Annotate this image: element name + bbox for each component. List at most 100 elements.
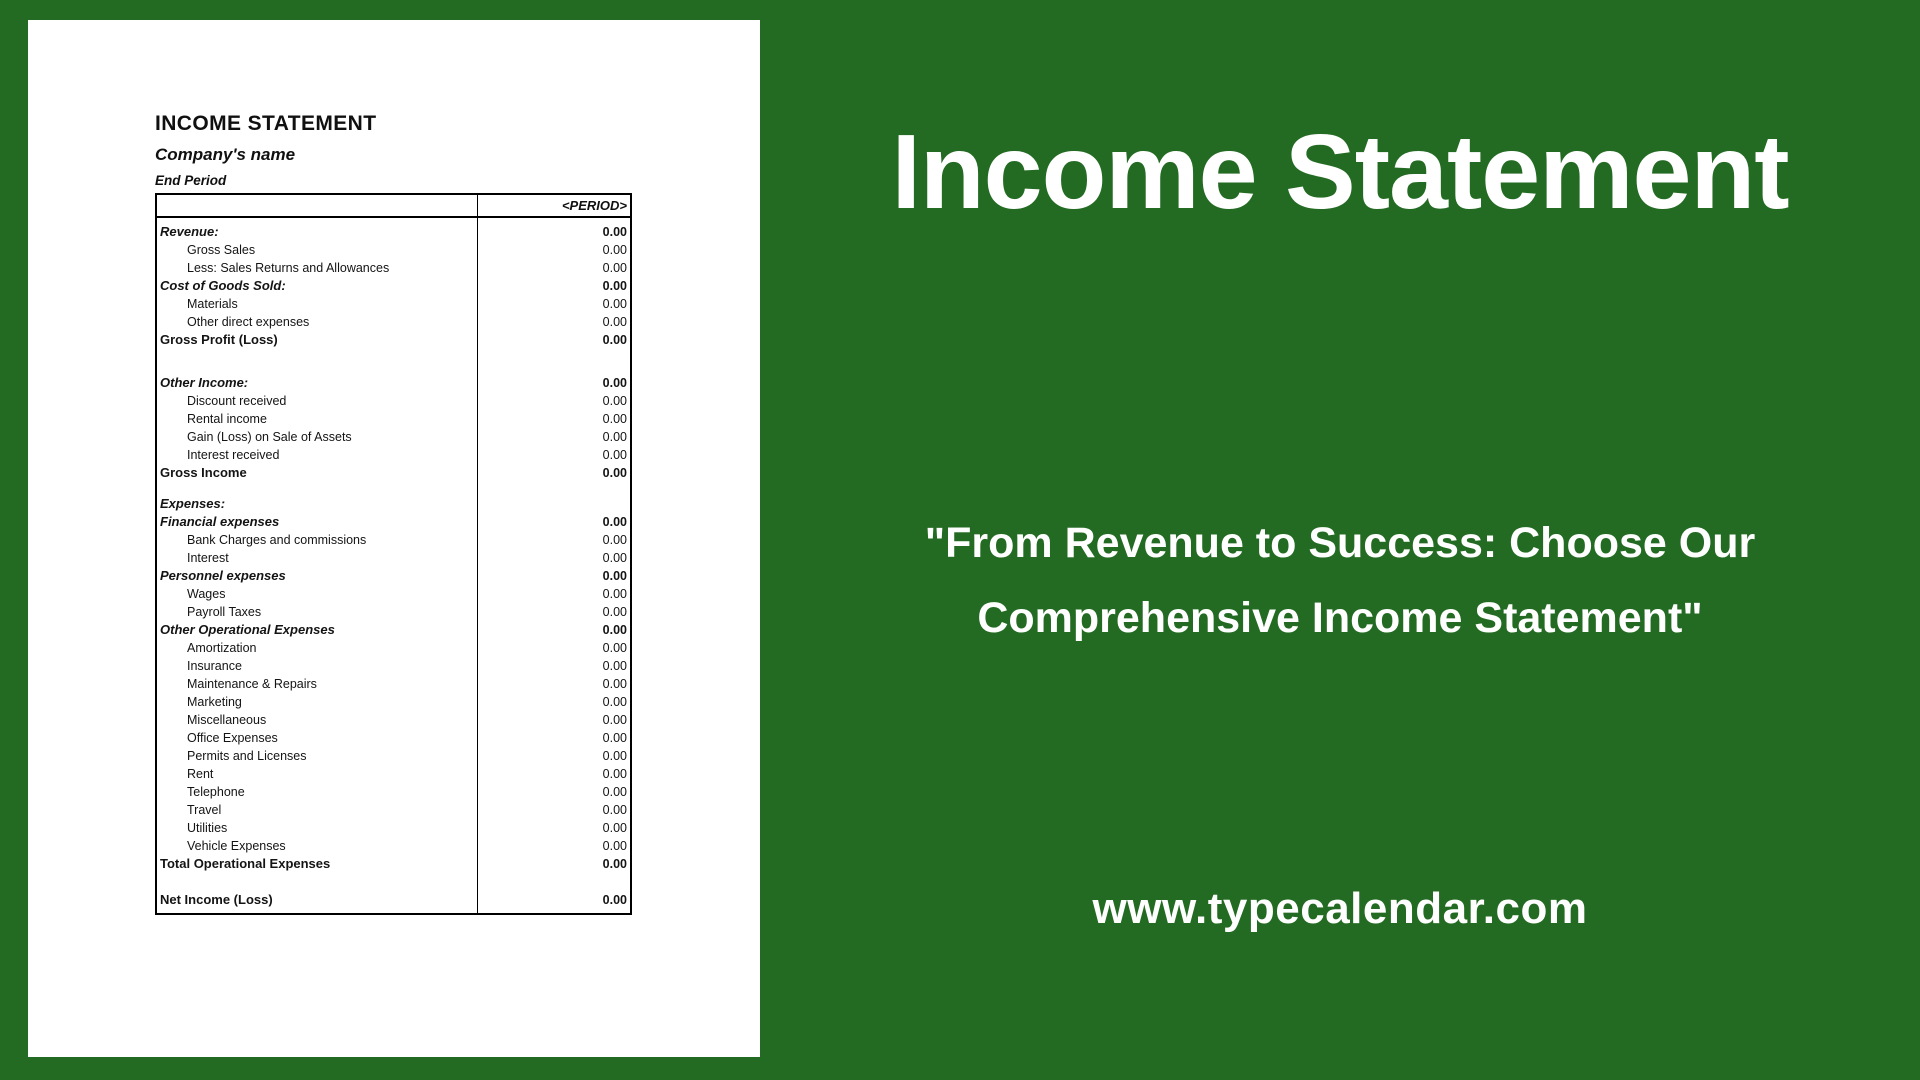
table-spacer-row — [157, 873, 630, 891]
row-label: Maintenance & Repairs — [187, 677, 317, 691]
row-label: Cost of Goods Sold: — [160, 278, 286, 293]
row-value: 0.00 — [602, 376, 627, 390]
table-row: Utilities 0.00 — [157, 819, 630, 837]
table-row: Gross Income 0.00 — [157, 464, 630, 482]
row-label: Insurance — [187, 659, 242, 673]
promo-panel: Income Statement "From Revenue to Succes… — [760, 0, 1920, 1080]
row-label: Interest received — [187, 448, 280, 462]
row-label: Revenue: — [160, 224, 219, 239]
row-value: 0.00 — [602, 315, 627, 329]
row-value: 0.00 — [602, 695, 627, 709]
table-row: Marketing 0.00 — [157, 693, 630, 711]
row-value: 0.00 — [602, 803, 627, 817]
table-row: Cost of Goods Sold: 0.00 — [157, 277, 630, 295]
row-value: 0.00 — [602, 893, 627, 907]
row-label: Wages — [187, 587, 226, 601]
table-row: Rent 0.00 — [157, 765, 630, 783]
table-spacer-row — [157, 349, 630, 374]
row-label: Other Income: — [160, 375, 249, 390]
row-value: 0.00 — [602, 297, 627, 311]
end-period-label: End Period — [155, 173, 227, 188]
table-row: Rental income 0.00 — [157, 410, 630, 428]
promo-quote: "From Revenue to Success: Choose Our Com… — [760, 506, 1920, 656]
row-label: Gross Profit (Loss) — [160, 332, 278, 347]
table-rows: Revenue: 0.00 Gross Sales 0.00 Less: Sales R… — [157, 218, 630, 913]
table-row: Revenue: 0.00 — [157, 223, 630, 241]
table-row: Bank Charges and commissions 0.00 — [157, 531, 630, 549]
row-label: Rental income — [187, 412, 267, 426]
row-value: 0.00 — [602, 677, 627, 691]
table-row: Discount received 0.00 — [157, 392, 630, 410]
table-row: Travel 0.00 — [157, 801, 630, 819]
table-row: Gross Sales 0.00 — [157, 241, 630, 259]
row-label: Bank Charges and commissions — [187, 533, 367, 547]
row-label: Travel — [187, 803, 222, 817]
row-value: 0.00 — [602, 569, 627, 583]
table-row: Expenses: — [157, 495, 630, 513]
table-row: Interest 0.00 — [157, 549, 630, 567]
table-row: Gain (Loss) on Sale of Assets 0.00 — [157, 428, 630, 446]
table-row: Other Operational Expenses 0.00 — [157, 621, 630, 639]
row-label: Less: Sales Returns and Allowances — [187, 261, 390, 275]
row-value: 0.00 — [602, 821, 627, 835]
row-label: Other Operational Expenses — [160, 622, 335, 637]
table-row: Other Income: 0.00 — [157, 374, 630, 392]
table-row: Gross Profit (Loss) 0.00 — [157, 331, 630, 349]
row-value: 0.00 — [602, 623, 627, 637]
company-name: Company's name — [155, 145, 296, 164]
row-label: Materials — [187, 297, 238, 311]
promo-quote-line2: Comprehensive Income Statement" — [977, 594, 1703, 642]
row-value: 0.00 — [602, 430, 627, 444]
row-value: 0.00 — [602, 659, 627, 673]
row-label: Amortization — [187, 641, 257, 655]
website-url: www.typecalendar.com — [1092, 884, 1588, 933]
row-label: Miscellaneous — [187, 713, 267, 727]
table-row: Interest received 0.00 — [157, 446, 630, 464]
promo-title: Income Statement — [891, 113, 1789, 231]
row-label: Permits and Licenses — [187, 749, 307, 763]
row-value: 0.00 — [602, 515, 627, 529]
table-row: Insurance 0.00 — [157, 657, 630, 675]
row-value: 0.00 — [602, 448, 627, 462]
row-label: Utilities — [187, 821, 228, 835]
row-value: 0.00 — [602, 767, 627, 781]
table-row: Less: Sales Returns and Allowances 0.00 — [157, 259, 630, 277]
row-value: 0.00 — [602, 225, 627, 239]
row-value: 0.00 — [602, 279, 627, 293]
table-row: Vehicle Expenses 0.00 — [157, 837, 630, 855]
table-row: Payroll Taxes 0.00 — [157, 603, 630, 621]
row-label: Expenses: — [160, 496, 226, 511]
row-value: 0.00 — [602, 412, 627, 426]
table-header-row: <PERIOD> — [157, 195, 630, 218]
table-spacer-row — [157, 482, 630, 495]
income-statement-document: INCOME STATEMENT Company's name End Peri… — [28, 20, 760, 1057]
row-label: Gross Income — [160, 465, 247, 480]
row-value: 0.00 — [602, 749, 627, 763]
table-row: Total Operational Expenses 0.00 — [157, 855, 630, 873]
row-value: 0.00 — [602, 839, 627, 853]
header-period-cell: <PERIOD> — [561, 198, 627, 213]
row-label: Financial expenses — [160, 514, 280, 529]
row-label: Gross Sales — [187, 243, 256, 257]
row-value: 0.00 — [602, 533, 627, 547]
table-column-divider — [477, 195, 478, 913]
row-label: Other direct expenses — [187, 315, 310, 329]
row-value: 0.00 — [602, 857, 627, 871]
row-value: 0.00 — [602, 785, 627, 799]
row-label: Gain (Loss) on Sale of Assets — [187, 430, 352, 444]
row-label: Total Operational Expenses — [160, 856, 331, 871]
table-row: Net Income (Loss) 0.00 — [157, 891, 630, 909]
row-value: 0.00 — [602, 551, 627, 565]
table-row: Telephone 0.00 — [157, 783, 630, 801]
table-row: Wages 0.00 — [157, 585, 630, 603]
row-value: 0.00 — [602, 605, 627, 619]
row-label: Payroll Taxes — [187, 605, 262, 619]
row-label: Telephone — [187, 785, 245, 799]
row-value: 0.00 — [602, 641, 627, 655]
income-statement-table: <PERIOD> Revenue: 0.00 Gross Sales 0.00 Less… — [155, 193, 632, 915]
promo-quote-line1: "From Revenue to Success: Choose Our — [924, 519, 1756, 567]
row-value: 0.00 — [602, 394, 627, 408]
row-label: Net Income (Loss) — [160, 892, 273, 907]
table-row: Miscellaneous 0.00 — [157, 711, 630, 729]
